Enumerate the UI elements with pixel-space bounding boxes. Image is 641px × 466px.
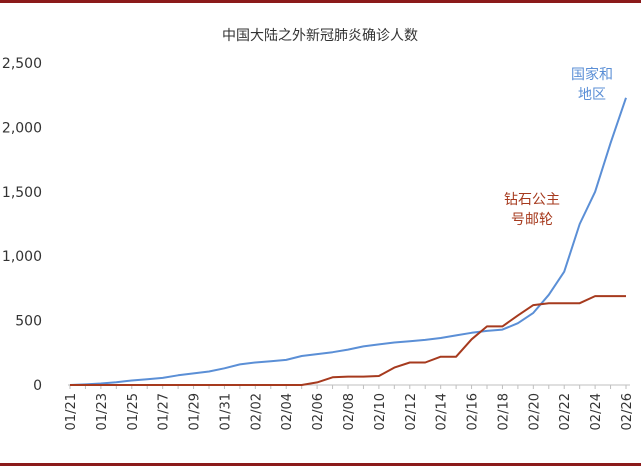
x-tick-label: 02/08	[342, 393, 357, 430]
x-tick-label: 01/27	[157, 393, 172, 430]
y-tick-label: 2,500	[2, 56, 42, 72]
y-tick-label: 1,500	[2, 185, 42, 201]
x-tick-label: 02/04	[280, 393, 295, 430]
x-tick-label: 02/22	[558, 393, 573, 430]
y-tick-label: 500	[15, 314, 42, 330]
y-axis-ticks: 0 500 1,000 1,500 2,000 2,500	[2, 56, 42, 394]
x-tick-label: 02/12	[404, 393, 419, 430]
series-line-1	[70, 295, 626, 386]
x-tick-label: 02/24	[589, 393, 604, 430]
x-axis-ticks: 01/21 01/23 01/25 01/27 01/29 01/31 02/02 02/04…	[64, 385, 635, 430]
series-line-0	[69, 97, 627, 386]
series-label-1: 钻石公主	[504, 192, 560, 208]
series-label-1: 号邮轮	[511, 212, 553, 228]
x-tick-label: 02/18	[496, 393, 511, 430]
x-tick-label: 01/21	[64, 393, 79, 430]
x-tick-label: 02/20	[527, 393, 542, 430]
x-tick-label: 01/25	[126, 393, 141, 430]
x-tick-label: 01/23	[95, 393, 110, 430]
chart-title: 中国大陆之外新冠肺炎确诊人数	[222, 28, 418, 44]
x-tick-label: 02/06	[311, 393, 326, 430]
y-tick-label: 1,000	[2, 249, 42, 265]
x-tick-label: 02/16	[466, 393, 481, 430]
series-label-0: 地区	[578, 87, 606, 103]
x-tick-label: 01/29	[188, 393, 203, 430]
x-tick-label: 02/02	[249, 393, 264, 430]
x-tick-label: 01/31	[218, 393, 233, 430]
y-tick-label: 2,000	[2, 120, 42, 136]
x-tick-label: 02/14	[435, 393, 450, 430]
y-tick-label: 0	[33, 378, 42, 394]
x-tick-label: 02/26	[620, 393, 635, 430]
series-lines	[69, 97, 627, 386]
series-label-0: 国家和	[571, 66, 613, 83]
x-tick-label: 02/10	[373, 393, 388, 430]
